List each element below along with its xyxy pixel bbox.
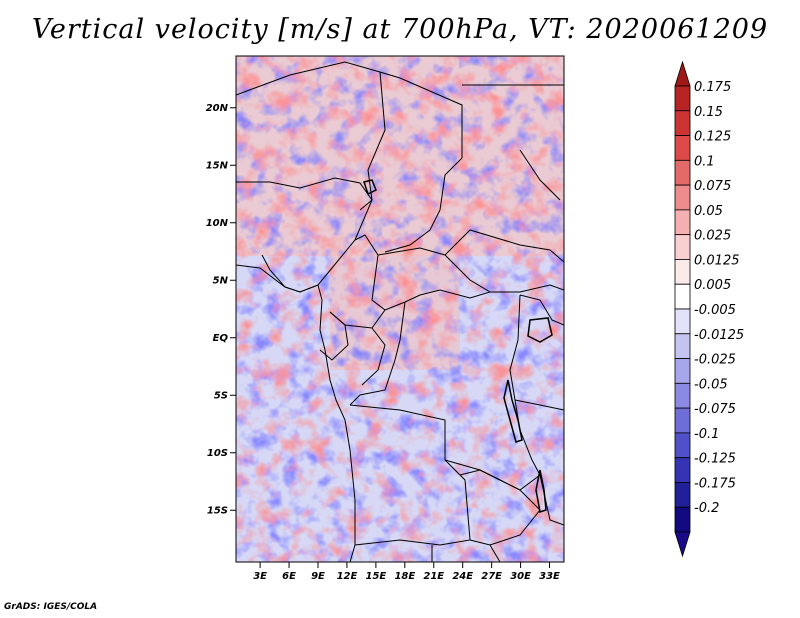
- lon-label: 3E: [253, 571, 267, 582]
- lakes: [363, 179, 553, 513]
- lat-label: 15N: [206, 160, 229, 171]
- lon-label: 21E: [423, 571, 444, 582]
- colorbar-label: -0.05: [694, 377, 728, 392]
- colorbar-label: 0.005: [694, 278, 731, 293]
- lon-label: 33E: [539, 571, 560, 582]
- border-namibia: [349, 544, 356, 562]
- border-south-sudan-south: [490, 284, 564, 293]
- colorbar-label: 0.1: [694, 154, 715, 169]
- border-ethiopia: [519, 149, 561, 201]
- colorbar-swatch: [674, 358, 691, 384]
- border-cameroon: [329, 234, 386, 329]
- border-tanzania: [514, 399, 564, 411]
- latitude-axis: 20N 15N 10N 5N EQ 5S 10S 15S: [206, 103, 236, 516]
- longitude-axis: 3E 6E 9E 12E 15E 18E 21E 24E 27E 30E 33E: [253, 562, 560, 582]
- border-car: [377, 247, 492, 311]
- map-title: Vertical velocity [m/s] at 700hPa, VT: 2…: [31, 14, 769, 45]
- lat-label: 20N: [206, 103, 229, 114]
- colorbar-label: -0.2: [694, 501, 719, 516]
- colorbar-top-arrow: [674, 60, 691, 87]
- colorbar-swatch: [674, 482, 691, 508]
- lat-label: 15S: [207, 505, 228, 516]
- border-angola: [349, 404, 471, 546]
- lat-label: 10S: [207, 448, 228, 459]
- border-zambia: [444, 459, 541, 546]
- colorbar-swatch: [674, 283, 691, 310]
- colorbar-label: 0.0125: [694, 253, 740, 268]
- lake-victoria: [527, 317, 553, 343]
- colorbar-swatch: [674, 259, 691, 285]
- colorbar-swatch: [674, 457, 691, 483]
- lat-label: 10N: [206, 218, 229, 229]
- colorbar-bottom-arrow: [674, 531, 691, 558]
- border-gabon-congo: [319, 311, 349, 361]
- colorbar-swatch: [674, 209, 691, 236]
- colorbar-swatch: [674, 308, 691, 335]
- colorbar-swatch: [674, 85, 691, 112]
- colorbar: 0.175 0.15 0.125 0.1 0.075 0.05 0.025 0.0125 0.0…: [674, 60, 744, 558]
- colorbar-label: -0.0125: [694, 328, 744, 343]
- colorbar-swatch: [674, 110, 691, 136]
- colorbar-swatch: [674, 184, 691, 211]
- lon-label: 6E: [282, 571, 296, 582]
- velocity-field: [236, 56, 564, 562]
- colorbar-label: -0.125: [694, 452, 736, 467]
- colorbar-swatch: [674, 159, 691, 186]
- lon-label: 18E: [394, 571, 415, 582]
- colorbar-label: 0.025: [694, 229, 731, 244]
- lon-label: 24E: [452, 571, 473, 582]
- colorbar-label: -0.175: [694, 476, 736, 491]
- border-congo: [361, 327, 386, 386]
- colorbar-swatch: [674, 135, 691, 161]
- colorbar-label: -0.1: [694, 427, 719, 442]
- country-borders: [236, 61, 564, 562]
- colorbar-swatch: [674, 234, 691, 260]
- colorbar-swatch: [674, 407, 691, 434]
- lake-malawi: [535, 469, 547, 513]
- colorbar-label: -0.025: [694, 353, 736, 368]
- lat-label: 5S: [214, 390, 228, 401]
- border-south-sudan: [444, 229, 564, 263]
- map-frame: [235, 55, 565, 563]
- colorbar-label: -0.005: [694, 303, 736, 318]
- colorbar-label: 0.05: [694, 204, 723, 219]
- colorbar-label: 0.075: [694, 179, 731, 194]
- border-drc-west: [349, 301, 406, 406]
- border-niger-chad: [359, 71, 386, 211]
- lake-chad: [363, 179, 377, 196]
- map-area: [236, 56, 564, 562]
- colorbar-label: 0.125: [694, 130, 731, 145]
- grads-credit: GrADS: IGES/COLA: [4, 602, 98, 612]
- lake-tanganyika: [503, 379, 523, 443]
- border-zimbabwe: [489, 544, 501, 562]
- colorbar-label: 0.175: [694, 80, 731, 95]
- colorbar-swatch: [674, 333, 691, 359]
- border-sudan-chad: [384, 157, 463, 253]
- lon-label: 9E: [311, 571, 325, 582]
- colorbar-swatch: [674, 432, 691, 459]
- lon-label: 27E: [481, 571, 502, 582]
- colorbar-label: -0.075: [694, 402, 736, 417]
- colorbar-swatch: [674, 382, 691, 409]
- lat-label: EQ: [213, 333, 229, 344]
- coastline-gulf-guinea: [236, 264, 356, 545]
- colorbar-swatch: [674, 506, 691, 533]
- border-uganda-kenya: [519, 294, 564, 326]
- lon-label: 15E: [366, 571, 387, 582]
- lon-label: 12E: [337, 571, 358, 582]
- lon-label: 30E: [510, 571, 531, 582]
- lat-label: 5N: [213, 275, 229, 286]
- colorbar-label: 0.15: [694, 105, 723, 120]
